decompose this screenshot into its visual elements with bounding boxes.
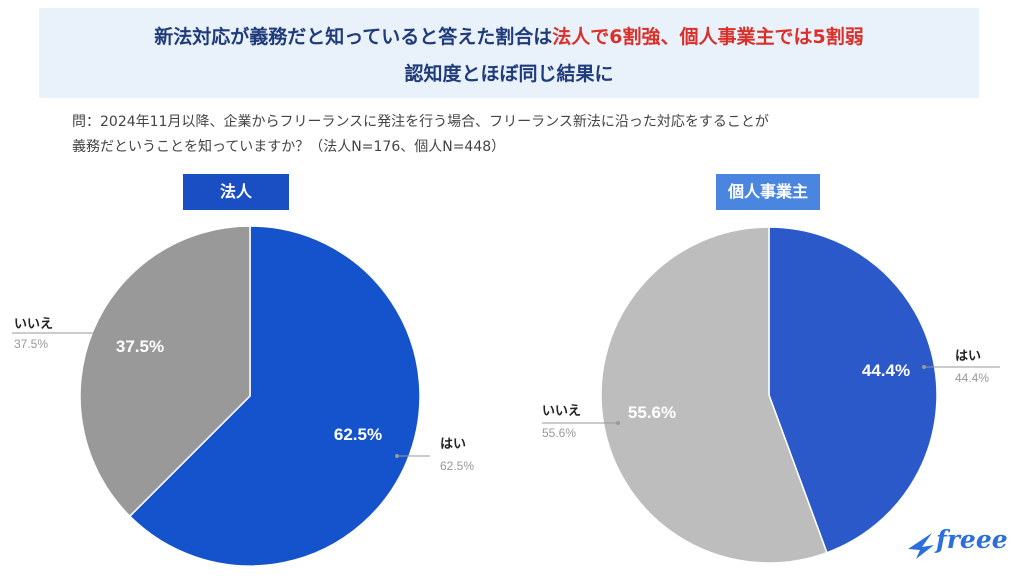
pie-0-outer-value-0: 62.5% xyxy=(440,459,474,473)
individual-chart-label: 個人事業主 xyxy=(716,174,820,210)
question-line-2: 義務だということを知っていますか？（法人N=176、個人N=448） xyxy=(72,139,506,155)
pie-1-outer-value-1: 55.6% xyxy=(542,426,576,440)
freee-logo-text: freee xyxy=(936,525,1008,554)
headline-banner: 新法対応が義務だと知っていると答えた割合は法人で6割強、個人事業主では5割弱 認… xyxy=(39,8,979,98)
pie-0-slice-1 xyxy=(79,225,251,518)
pie-1-leader-dot-0 xyxy=(922,365,926,369)
pie-1-inner-label-1: 55.6% xyxy=(628,403,676,422)
corporation-chart-label: 法人 xyxy=(183,174,289,210)
survey-question: 問：2024年11月以降、企業からフリーランスに発注を行う場合、フリーランス新法… xyxy=(72,110,972,160)
pie-1-outer-value-0: 44.4% xyxy=(955,371,989,385)
headline-highlight: 法人で6割強、個人事業主では5割弱 xyxy=(552,26,864,48)
freee-bird-icon xyxy=(908,533,934,559)
pie-1-inner-label-0: 44.4% xyxy=(862,361,910,380)
pie-0-outer-value-1: 37.5% xyxy=(14,337,48,351)
pie-1-slice-0 xyxy=(768,226,938,554)
headline-line-1: 新法対応が義務だと知っていると答えた割合は法人で6割強、個人事業主では5割弱 xyxy=(39,22,979,49)
pie-0-inner-label-1: 37.5% xyxy=(116,337,164,356)
pie-0-slice-0 xyxy=(128,225,421,567)
pie-1-outer-name-0: はい xyxy=(955,349,981,364)
pie-0-outer-name-0: はい xyxy=(440,437,466,452)
pie-1-outer-name-1: いいえ xyxy=(542,404,581,419)
pie-1-leader-dot-1 xyxy=(616,421,620,425)
pie-1-slice-1 xyxy=(600,226,828,564)
pie-0-leader-dot-0 xyxy=(395,454,399,458)
headline-line-2: 認知度とほぼ同じ結果に xyxy=(404,63,614,85)
pie-0-outer-name-1: いいえ xyxy=(14,317,53,332)
pie-0-leader-dot-1 xyxy=(100,331,104,335)
freee-logo: freee xyxy=(906,523,1016,565)
question-line-1: 問：2024年11月以降、企業からフリーランスに発注を行う場合、フリーランス新法… xyxy=(72,114,769,130)
pie-0-inner-label-0: 62.5% xyxy=(334,425,382,444)
headline-text: 新法対応が義務だと知っていると答えた割合は xyxy=(154,26,553,48)
